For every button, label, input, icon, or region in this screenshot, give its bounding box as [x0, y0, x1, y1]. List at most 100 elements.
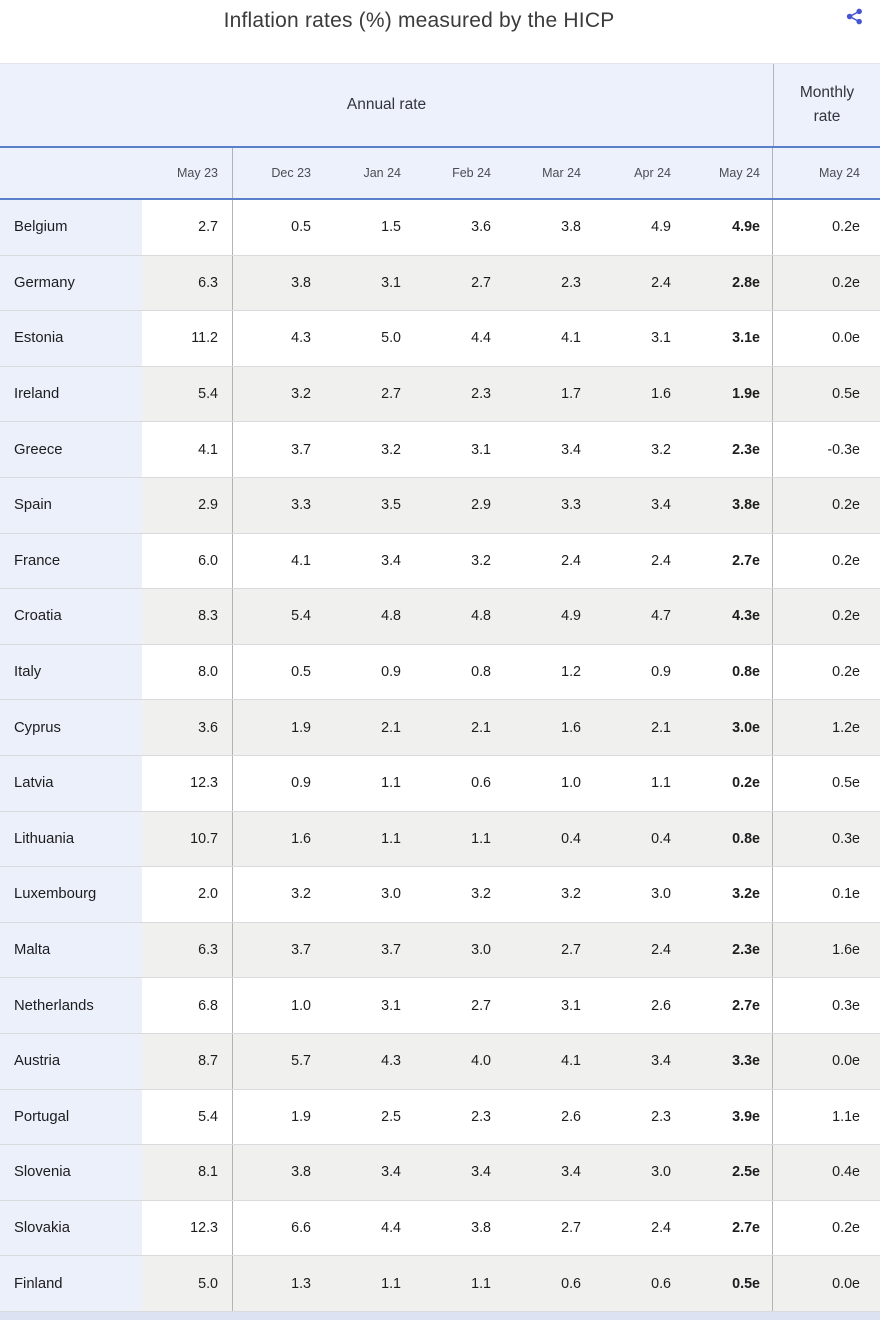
column-label: Jan 24 [363, 166, 401, 180]
country-name: Estonia [0, 311, 142, 366]
country-name: Slovakia [0, 1200, 142, 1256]
table-row: Croatia 8.3 5.4 4.8 4.8 4.9 4.7 4.3e 0.2e [0, 589, 880, 645]
table-row: Belgium 2.7 0.5 1.5 3.6 3.8 4.9 4.9e 0.2e [0, 200, 880, 256]
monthly-rate-group-header: Monthly rate [799, 83, 855, 125]
value-may23: 12.3 [142, 755, 233, 811]
value-may23: 6.0 [142, 533, 233, 589]
country-name: Greece [0, 422, 142, 477]
country-name: Austria [0, 1033, 142, 1089]
column-label: Apr 24 [634, 166, 671, 180]
value-annual: 2.3 [471, 386, 491, 403]
value-annual: 0.8 [471, 664, 491, 681]
value-annual: 2.4 [561, 552, 581, 569]
share-button[interactable] [842, 4, 866, 28]
value-annual: 0.9 [651, 664, 671, 681]
value-annual: 3.6 [471, 219, 491, 236]
column-label: Dec 23 [271, 166, 311, 180]
country-name: Italy [0, 644, 142, 700]
value-may23: 5.0 [142, 1256, 233, 1311]
value-annual: 2.7 [381, 386, 401, 403]
value-annual: 3.0 [651, 1164, 671, 1181]
value-annual: 4.3 [381, 1053, 401, 1070]
annual-rate-group-header: Annual rate [0, 64, 774, 146]
value-annual: 4.8 [471, 608, 491, 625]
table-row: Estonia 11.2 4.3 5.0 4.4 4.1 3.1 3.1e 0.0e [0, 311, 880, 367]
value-may23: 5.4 [142, 1089, 233, 1145]
value-annual: 3.2 [381, 441, 401, 458]
share-icon [846, 8, 862, 24]
country-name: Portugal [0, 1089, 142, 1145]
value-annual: 1.5 [381, 219, 401, 236]
value-flash-estimate: 2.3e [683, 422, 773, 477]
country-name: Finland [0, 1256, 142, 1311]
table-row: Austria 8.7 5.7 4.3 4.0 4.1 3.4 3.3e 0.0e [0, 1033, 880, 1090]
country-name: France [0, 533, 142, 589]
value-annual: 2.7 [561, 1219, 581, 1236]
value-annual: 1.6 [561, 719, 581, 736]
value-annual: 1.6 [651, 386, 671, 403]
table-row: Lithuania 10.7 1.6 1.1 1.1 0.4 0.4 0.8e 0.3e [0, 811, 880, 868]
value-flash-estimate: 0.8e [683, 644, 773, 700]
value-annual: 1.1 [381, 775, 401, 792]
value-annual: 2.4 [651, 552, 671, 569]
table-row: Luxembourg 2.0 3.2 3.0 3.2 3.2 3.0 3.2e 0.1e [0, 867, 880, 923]
value-annual: 2.5 [381, 1108, 401, 1125]
country-name: Spain [0, 477, 142, 533]
value-annual: 6.6 [291, 1219, 311, 1236]
hicp-table: Annual rate Monthly rate May 23 Dec 23 Jan… [0, 63, 880, 1320]
value-annual: 4.9 [561, 608, 581, 625]
value-monthly: 0.2e [832, 274, 860, 291]
value-annual: 2.6 [561, 1108, 581, 1125]
value-flash-estimate: 2.7e [683, 978, 773, 1033]
column-label-monthly: May 24 [819, 166, 860, 180]
value-may23: 8.7 [142, 1033, 233, 1089]
value-may23: 8.0 [142, 644, 233, 700]
value-annual: 3.4 [561, 441, 581, 458]
value-annual: 3.4 [651, 497, 671, 514]
value-annual: 2.3 [651, 1108, 671, 1125]
value-annual: 3.2 [471, 552, 491, 569]
value-annual: 1.9 [291, 719, 311, 736]
country-name: Luxembourg [0, 867, 142, 922]
country-name: Belgium [0, 200, 142, 255]
value-may23: 2.0 [142, 867, 233, 922]
value-flash-estimate: 3.8e [683, 477, 773, 533]
value-annual: 2.6 [651, 997, 671, 1014]
value-annual: 3.3 [291, 497, 311, 514]
value-annual: 3.1 [381, 274, 401, 291]
value-may23: 5.4 [142, 366, 233, 422]
value-annual: 4.1 [291, 552, 311, 569]
value-annual: 3.4 [381, 1164, 401, 1181]
value-annual: 2.3 [561, 274, 581, 291]
value-flash-estimate: 3.0e [683, 700, 773, 755]
value-flash-estimate: 3.2e [683, 867, 773, 922]
value-annual: 5.7 [291, 1053, 311, 1070]
value-annual: 2.1 [381, 719, 401, 736]
country-name: Cyprus [0, 700, 142, 755]
value-monthly: 1.6e [832, 942, 860, 959]
value-annual: 2.4 [651, 274, 671, 291]
value-annual: 3.1 [471, 441, 491, 458]
country-name: Malta [0, 922, 142, 978]
value-annual: 1.9 [291, 1108, 311, 1125]
value-annual: 3.4 [651, 1053, 671, 1070]
value-annual: 2.4 [651, 1219, 671, 1236]
value-monthly: 0.5e [832, 775, 860, 792]
value-annual: 3.4 [381, 552, 401, 569]
table-row: Ireland 5.4 3.2 2.7 2.3 1.7 1.6 1.9e 0.5e [0, 366, 880, 423]
table-row: Cyprus 3.6 1.9 2.1 2.1 1.6 2.1 3.0e 1.2e [0, 700, 880, 756]
value-monthly: 0.0e [832, 1275, 860, 1292]
value-annual: 3.1 [561, 997, 581, 1014]
table-header-band: Annual rate Monthly rate [0, 64, 880, 146]
page-title: Inflation rates (%) measured by the HICP [223, 9, 615, 32]
value-annual: 3.7 [381, 942, 401, 959]
value-annual: 5.0 [381, 330, 401, 347]
value-may23: 6.8 [142, 978, 233, 1033]
table-row: Greece 4.1 3.7 3.2 3.1 3.4 3.2 2.3e -0.3e [0, 422, 880, 478]
value-annual: 3.0 [471, 942, 491, 959]
value-may23: 8.3 [142, 589, 233, 644]
value-may23: 8.1 [142, 1145, 233, 1200]
value-annual: 4.3 [291, 330, 311, 347]
value-flash-estimate: 2.7e [683, 1200, 773, 1256]
next-row-partial [0, 1311, 880, 1320]
